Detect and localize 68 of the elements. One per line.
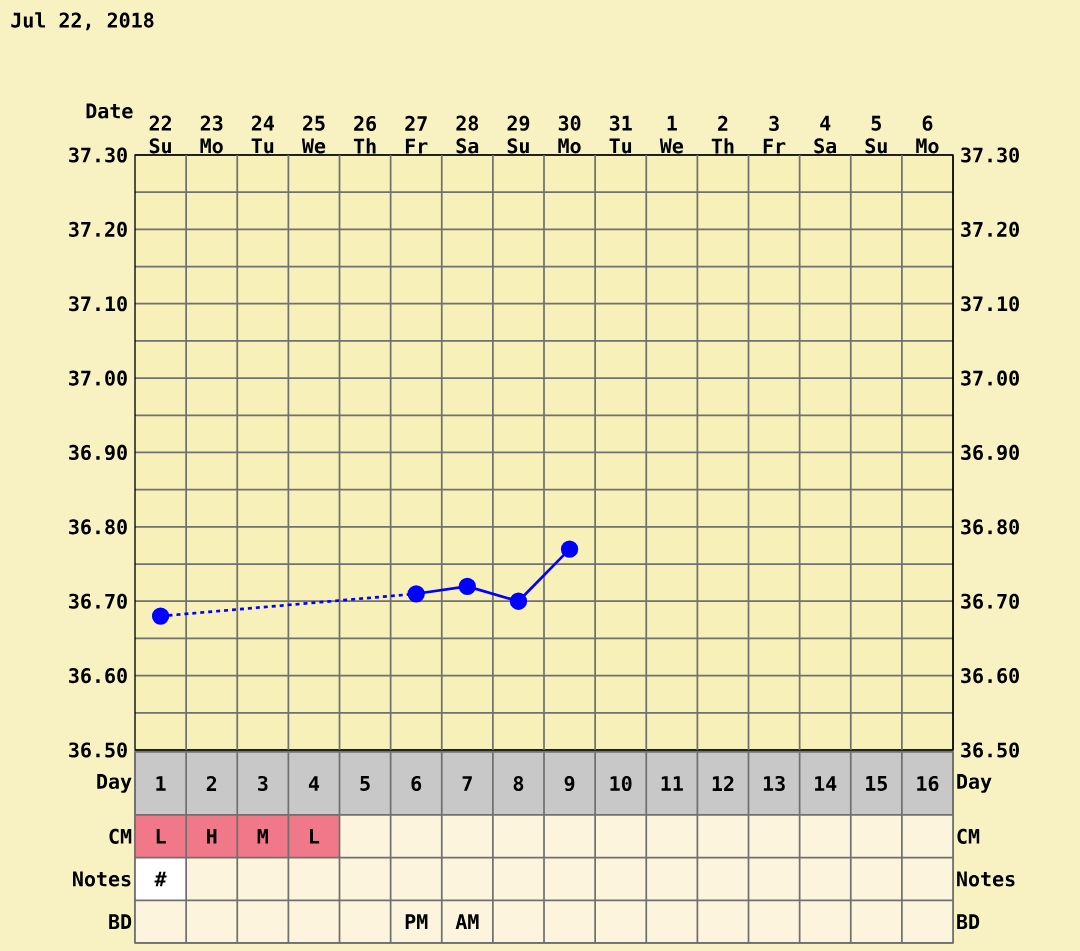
x-tick-label: 3 Fr xyxy=(763,115,786,154)
x-tick-label: 6 xyxy=(411,775,422,792)
y-tick-label: 37.00 xyxy=(69,370,127,386)
x-tick-label: 23 Mo xyxy=(200,115,223,154)
y-tick-label: 36.50 xyxy=(69,742,127,758)
y2-tick-label: CM xyxy=(957,828,980,844)
text: PM xyxy=(405,914,428,929)
y-tick-label: CM xyxy=(109,828,132,844)
x-tick-label: 25 We xyxy=(301,115,326,154)
text: # xyxy=(154,871,167,887)
x-tick-label: 10 xyxy=(610,775,632,792)
chart-title: Jul 22, 2018 xyxy=(11,12,154,31)
x-tick-label: 27 Fr xyxy=(405,115,428,154)
x-tick-label: 13 xyxy=(763,775,785,792)
x-tick-label: 29 Su xyxy=(507,115,530,154)
y2-tick-label: 37.10 xyxy=(961,296,1019,312)
x-tick-label: 11 xyxy=(661,776,683,791)
y-tick-label: 36.60 xyxy=(69,668,127,684)
x-tick-label: 6 Mo xyxy=(916,115,939,154)
y2-tick-label: 36.70 xyxy=(961,593,1019,609)
y-tick-label: 37.20 xyxy=(69,221,127,237)
x-tick-label: 7 xyxy=(462,776,472,791)
text: L xyxy=(156,829,166,844)
y2-tick-label: 37.00 xyxy=(961,370,1019,386)
y2-tick-label: 36.60 xyxy=(961,668,1019,684)
x-tick-label: 28 Sa xyxy=(456,115,479,154)
x-tick-label: 24 Tu xyxy=(251,115,274,154)
x-tick-label: 4 Sa xyxy=(814,115,837,154)
x-tick-label: 31 Tu xyxy=(609,115,632,154)
x-tick-label: 12 xyxy=(712,776,734,791)
y2-tick-label: Notes xyxy=(957,871,1015,887)
x-axis-title: Day xyxy=(97,774,132,793)
x-tick-label: 2 xyxy=(206,776,217,791)
x-tick-label: 22 Su xyxy=(149,115,171,154)
text: M xyxy=(257,829,269,844)
y-tick-label: 36.80 xyxy=(69,519,127,535)
x-tick-label: 16 xyxy=(917,775,939,792)
y2-tick-label: 36.80 xyxy=(961,519,1019,535)
text: AM xyxy=(455,914,479,929)
y-tick-label: BD xyxy=(109,914,132,929)
y2-tick-label: 37.30 xyxy=(961,147,1019,163)
x-axis-title: Date xyxy=(86,103,133,119)
point xyxy=(151,607,170,625)
text: H xyxy=(207,829,217,844)
y2-tick-label: 36.90 xyxy=(961,444,1019,461)
text: L xyxy=(310,829,320,844)
x-tick-label: 8 xyxy=(513,775,524,792)
y-tick-label: 37.10 xyxy=(69,296,127,312)
x-tick-label: 5 Su xyxy=(865,115,887,154)
x-tick-label: 26 Th xyxy=(353,115,377,154)
x-tick-label: 9 xyxy=(564,775,575,792)
x-tick-label: 30 Mo xyxy=(558,115,581,154)
x-tick-label: 5 xyxy=(360,776,370,791)
y-tick-label: 36.70 xyxy=(69,593,127,609)
x-tick-label: 3 xyxy=(258,775,268,792)
y2-tick-label: 37.20 xyxy=(961,221,1019,237)
y2-tick-label: BD xyxy=(957,914,980,929)
y-tick-label: 36.90 xyxy=(69,444,127,461)
x-tick-label: 4 xyxy=(308,776,320,791)
x-tick-label: 14 xyxy=(814,776,837,791)
y-tick-label: Notes xyxy=(73,871,131,887)
x-tick-label: 1 We xyxy=(659,115,684,154)
y2-tick-label: 36.50 xyxy=(961,742,1019,758)
x-tick-label: 2 Th xyxy=(711,115,734,154)
text: Day xyxy=(957,774,992,793)
y-tick-label: 37.30 xyxy=(69,147,127,163)
x-tick-label: 15 xyxy=(866,776,888,791)
x-tick-label: 1 xyxy=(156,776,166,791)
